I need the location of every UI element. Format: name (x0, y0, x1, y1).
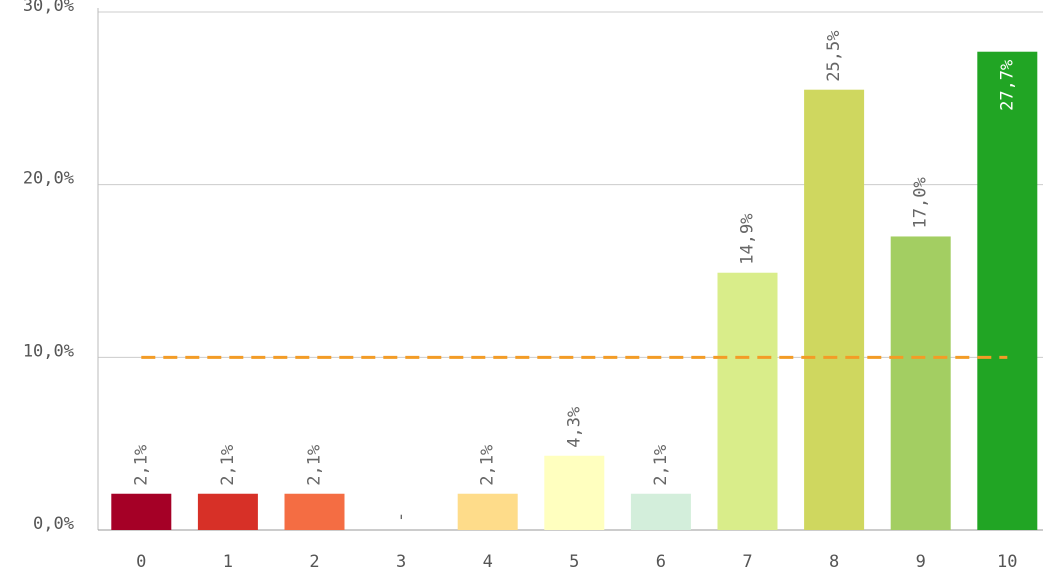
x-tick-label: 7 (742, 552, 752, 572)
bar (717, 272, 778, 530)
value-label: 2,1% (131, 445, 151, 486)
y-tick-label: 10,0% (23, 341, 74, 361)
value-label: 17,0% (911, 177, 931, 228)
bar (977, 51, 1038, 531)
value-label: 14,9% (738, 214, 758, 265)
value-label: 2,1% (218, 445, 238, 486)
bar (630, 493, 691, 530)
x-tick-label: 9 (916, 552, 926, 572)
x-tick-label: 2 (309, 552, 319, 572)
x-tick-label: 10 (997, 552, 1017, 572)
y-tick-label: 20,0% (23, 169, 74, 189)
value-label: 2,1% (651, 445, 671, 486)
bar (457, 493, 518, 530)
bar (284, 493, 345, 530)
value-label: 25,5% (824, 31, 844, 82)
bar (197, 493, 258, 530)
x-tick-label: 3 (396, 552, 406, 572)
value-label: 27,7% (997, 60, 1017, 111)
x-tick-label: 1 (223, 552, 233, 572)
x-tick-label: 8 (829, 552, 839, 572)
value-label: 2,1% (478, 445, 498, 486)
x-tick-label: 6 (656, 552, 666, 572)
value-label: - (391, 512, 411, 522)
y-tick-label: 0,0% (33, 514, 74, 534)
bar (111, 493, 172, 530)
x-tick-label: 4 (483, 552, 493, 572)
bar (544, 455, 605, 530)
value-label: 4,3% (564, 407, 584, 448)
bar (804, 89, 865, 530)
x-tick-label: 5 (569, 552, 579, 572)
x-tick-label: 0 (136, 552, 146, 572)
bar (890, 236, 951, 530)
y-tick-label: 30,0% (23, 0, 74, 16)
value-label: 2,1% (305, 445, 325, 486)
